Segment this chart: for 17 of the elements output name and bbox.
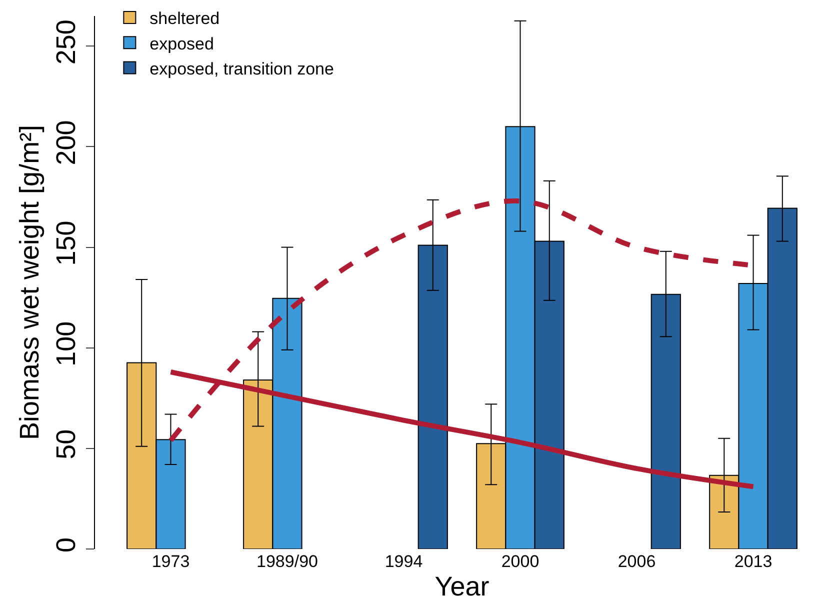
legend-label: exposed, transition zone xyxy=(150,59,334,78)
y-tick-label: 0 xyxy=(51,537,82,552)
y-tick-label: 50 xyxy=(51,429,82,460)
legend-label: exposed xyxy=(150,34,214,54)
y-tick-label: 200 xyxy=(51,120,82,166)
y-tick-label: 250 xyxy=(51,20,82,65)
legend-label: sheltered xyxy=(150,9,220,28)
x-tick-label: 2013 xyxy=(734,552,772,571)
x-tick-label: 1994 xyxy=(384,552,423,571)
y-tick-label: 100 xyxy=(51,321,82,366)
y-axis-title: Biomass wet weight [g/m²] xyxy=(14,124,44,440)
x-tick-label: 2000 xyxy=(501,552,540,571)
x-tick-label: 1973 xyxy=(152,552,190,571)
y-tick-label: 150 xyxy=(51,220,82,266)
x-axis-title: Year xyxy=(434,571,490,602)
x-tick-label: 1989/90 xyxy=(256,552,318,571)
x-tick-label: 2006 xyxy=(618,552,656,571)
